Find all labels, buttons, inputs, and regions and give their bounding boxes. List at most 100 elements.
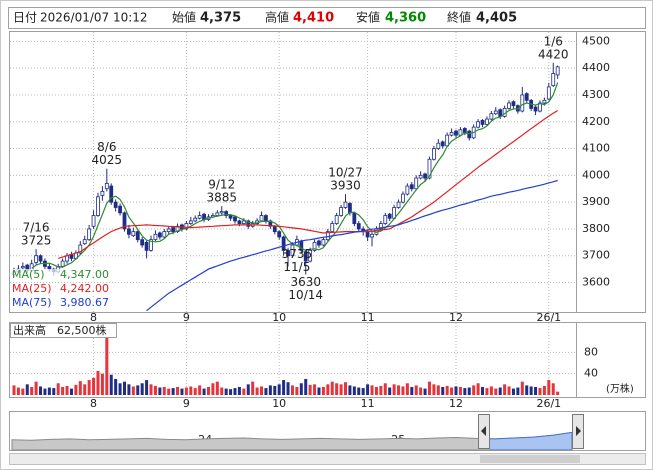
candle-body	[118, 205, 122, 214]
volume-bar	[74, 384, 78, 395]
volume-bar	[427, 381, 431, 395]
volume-bar	[472, 385, 476, 395]
volume-bar	[242, 388, 246, 395]
volume-title-box	[10, 323, 117, 338]
volume-bar	[65, 385, 69, 395]
candle-body	[224, 211, 229, 216]
volume-bar	[136, 385, 140, 395]
legend-value: 3,980.67	[60, 296, 109, 309]
volume-bar	[357, 387, 361, 395]
candle-body	[524, 93, 529, 101]
volume-bar	[313, 384, 317, 395]
volume-bar	[162, 387, 166, 395]
volume-bar	[507, 386, 511, 395]
candle-body	[228, 215, 233, 219]
volume-bar	[39, 386, 43, 395]
volume-bar	[21, 388, 25, 395]
volume-bar	[61, 387, 65, 395]
annotation-date: 11/5	[283, 260, 310, 274]
volume-bar	[184, 387, 188, 395]
candle-body	[153, 233, 158, 241]
annotation-date: 1/6	[544, 34, 563, 48]
volume-bar	[118, 383, 122, 395]
volume-bar	[83, 384, 87, 395]
volume-bar	[16, 387, 20, 395]
volume-bar	[454, 386, 458, 395]
volume-bar	[525, 385, 529, 395]
volume-bar	[374, 387, 378, 395]
candle-body	[104, 182, 109, 190]
candle-body	[100, 191, 105, 196]
volume-bar	[202, 388, 206, 395]
x-tick-label: 26/1	[536, 311, 561, 324]
volume-bar	[167, 388, 171, 395]
volume-bar	[127, 384, 131, 395]
volume-bar	[171, 388, 175, 395]
price-frame	[9, 31, 646, 313]
candle-body	[131, 231, 136, 237]
volume-bar	[348, 385, 352, 395]
volume-bar	[145, 380, 149, 395]
volume-bar	[339, 384, 343, 395]
candle-body	[82, 239, 87, 245]
header-date: 2026/01/07 10:12	[40, 11, 148, 25]
candle-body	[405, 185, 410, 195]
volume-bar	[299, 383, 303, 395]
scroll-thumb[interactable]	[480, 455, 580, 463]
candle-body	[286, 249, 290, 257]
volume-bar	[211, 383, 215, 395]
candle-body	[34, 255, 38, 263]
volume-bar	[233, 388, 237, 395]
candle-body	[149, 239, 153, 251]
header-label: 安値	[356, 10, 380, 25]
candle-body	[485, 118, 489, 125]
candle-body	[396, 201, 401, 208]
volume-bar	[123, 381, 126, 395]
plot-layer: 3600 3700 3800 3900 4000 4100 4200 4300 4400 4500…	[10, 32, 634, 451]
candle-body	[343, 201, 348, 208]
volume-bar	[419, 387, 423, 395]
scrollbar[interactable]	[9, 453, 646, 465]
header-label: 高値	[265, 10, 289, 25]
candle-body	[370, 233, 374, 238]
volume-bar	[392, 384, 396, 395]
volume-bar	[485, 388, 489, 395]
volume-bar	[180, 388, 184, 395]
candle-body	[462, 128, 467, 133]
volume-bar	[352, 386, 356, 395]
candle-body	[241, 220, 246, 224]
volume-bar	[47, 387, 51, 395]
volume-bar	[498, 387, 502, 395]
header-label: 始値	[172, 10, 196, 25]
volume-bar	[149, 384, 153, 395]
x-tick-label: 26/1	[536, 397, 561, 410]
volume-bar	[344, 382, 347, 395]
volume-bar	[494, 388, 498, 395]
volume-bar	[220, 387, 224, 395]
annotation-value: 3885	[206, 191, 237, 205]
volume-bar	[96, 371, 100, 395]
y-tick-label: 3900	[582, 195, 610, 208]
y-tick-label: 4100	[582, 142, 610, 155]
header-frame	[8, 7, 646, 29]
volume-bar	[432, 384, 436, 395]
candle-body	[188, 220, 193, 224]
annotation-date: 10/27	[328, 166, 363, 180]
candle-body	[91, 215, 96, 227]
volume-bar	[401, 386, 405, 395]
candle-body	[171, 227, 176, 233]
volume-bar	[215, 381, 219, 395]
volume-bar	[414, 385, 418, 395]
candle-body	[356, 223, 361, 230]
header-open: 4,375	[200, 11, 241, 26]
volume-bar	[92, 377, 96, 395]
volume-bar	[87, 380, 91, 395]
candle-body	[520, 94, 525, 112]
candle-body	[38, 255, 43, 262]
candle-body	[542, 99, 547, 104]
legend-name: MA(75)	[12, 296, 52, 309]
volume-bar	[158, 387, 162, 395]
y-tick-label: 4500	[582, 34, 610, 47]
candle-body	[383, 215, 388, 224]
